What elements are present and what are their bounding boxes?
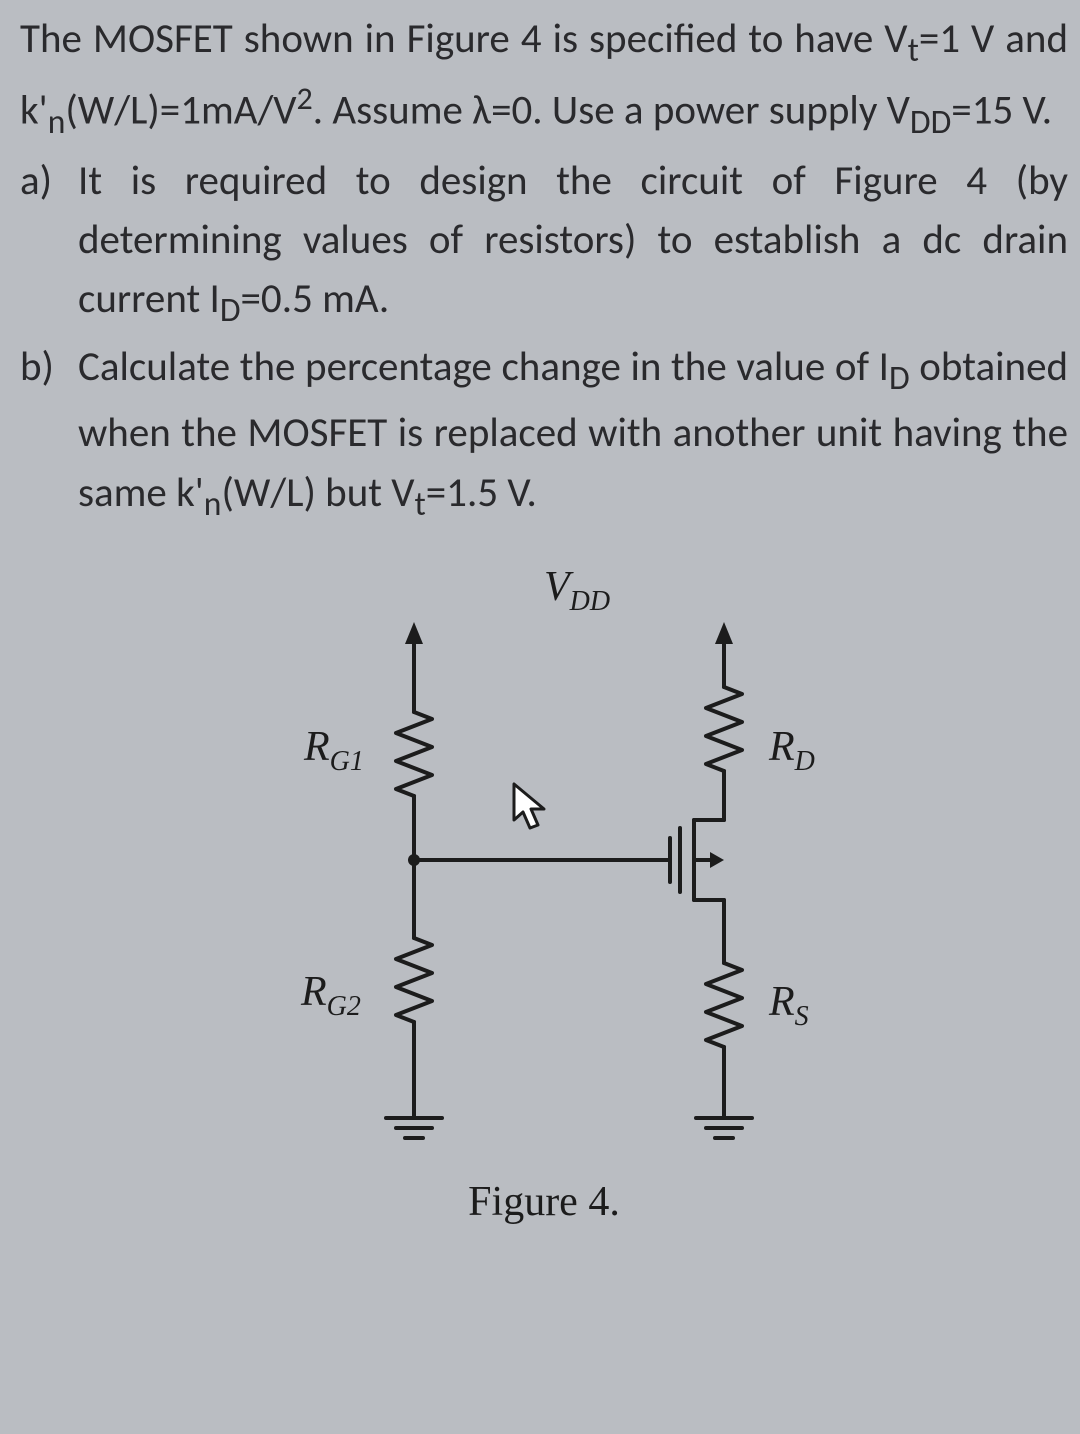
- sub-d: D: [889, 359, 910, 400]
- b-text: =1.5 V.: [426, 468, 537, 518]
- sub-dd: DD: [910, 102, 951, 143]
- sub-t: t: [908, 30, 919, 71]
- question-a-body: It is required to design the circuit of …: [78, 152, 1068, 337]
- figure-caption: Figure 4.: [20, 1172, 1068, 1233]
- question-a: a) It is required to design the circuit …: [20, 152, 1068, 337]
- b-text: (W/L) but V: [221, 468, 414, 518]
- sup-2: 2: [297, 79, 313, 118]
- svg-text:VDD: VDD: [544, 564, 610, 617]
- figure-wrap: VDD RG1 RG2 RD RS Figure 4.: [20, 560, 1068, 1233]
- sub-d: D: [220, 291, 241, 332]
- sub-n: n: [48, 102, 66, 143]
- question-list: a) It is required to design the circuit …: [20, 152, 1068, 530]
- question-b: b) Calculate the percentage change in th…: [20, 338, 1068, 529]
- svg-text:RG2: RG2: [300, 969, 361, 1022]
- marker-b: b): [20, 338, 78, 529]
- sub-t: t: [415, 484, 426, 525]
- svg-text:RD: RD: [768, 724, 815, 777]
- svg-text:RS: RS: [768, 979, 809, 1032]
- intro-text: The MOSFET shown in Figure 4 is specifie…: [20, 14, 908, 64]
- intro-text: (W/L)=1mA/V: [65, 86, 296, 136]
- sub-n: n: [204, 484, 222, 525]
- intro-text: . Assume λ=0. Use a power supply V: [313, 86, 910, 136]
- svg-text:RG1: RG1: [303, 724, 364, 777]
- question-b-body: Calculate the percentage change in the v…: [78, 338, 1068, 529]
- cursor-icon: [508, 780, 552, 834]
- b-text: Calculate the percentage change in the v…: [78, 342, 889, 392]
- circuit-diagram: VDD RG1 RG2 RD RS: [164, 560, 924, 1160]
- intro-text: =15 V.: [951, 86, 1052, 136]
- a-text: =0.5 mA.: [241, 274, 390, 324]
- marker-a: a): [20, 152, 78, 337]
- problem-intro: The MOSFET shown in Figure 4 is specifie…: [20, 10, 1068, 148]
- page: The MOSFET shown in Figure 4 is specifie…: [0, 0, 1080, 1233]
